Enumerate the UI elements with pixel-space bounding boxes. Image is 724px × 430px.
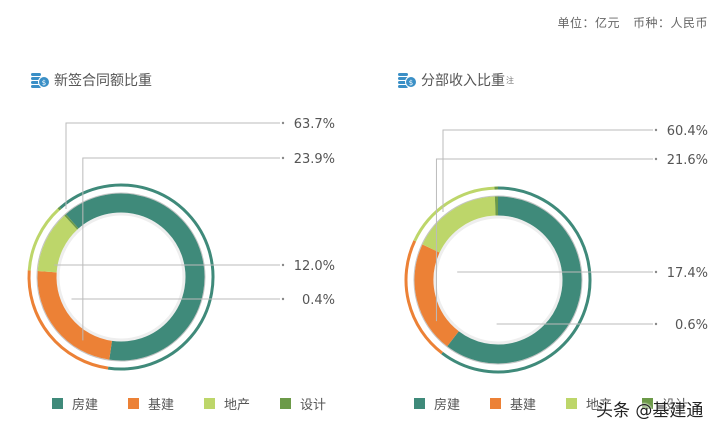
percent-label: 0.6% bbox=[675, 318, 708, 333]
percent-label: 17.4% bbox=[667, 266, 708, 281]
percent-label: 23.9% bbox=[294, 152, 335, 167]
legend-item-dichan: 地产 bbox=[204, 394, 250, 413]
watermark: 头条 @基建通 bbox=[596, 401, 704, 421]
percent-label: 0.4% bbox=[302, 293, 335, 308]
percent-label: 63.7% bbox=[294, 117, 335, 132]
chart-title-segment-revenue: $ 分部收入比重 注 bbox=[397, 70, 514, 90]
percent-label: 21.6% bbox=[667, 153, 708, 168]
percent-label: 12.0% bbox=[294, 259, 335, 274]
legend-item-sheji: 设计 bbox=[642, 394, 688, 413]
legend-right: 房建 基建 地产 设计 bbox=[414, 394, 718, 413]
legend-item-jijian: 基建 bbox=[128, 394, 174, 413]
svg-text:$: $ bbox=[42, 79, 46, 87]
chart-title-new-contracts: $ 新签合同额比重 bbox=[30, 70, 152, 90]
legend-left: 房建 基建 地产 设计 bbox=[52, 394, 356, 413]
svg-text:$: $ bbox=[409, 79, 413, 87]
chart-title-text: 分部收入比重 bbox=[421, 73, 505, 89]
legend-item-jijian: 基建 bbox=[490, 394, 536, 413]
legend-item-dichan: 地产 bbox=[566, 394, 612, 413]
percent-label: 60.4% bbox=[667, 124, 708, 139]
chart-title-text: 新签合同额比重 bbox=[54, 73, 152, 89]
coins-icon: $ bbox=[398, 73, 417, 88]
legend-item-fangjian: 房建 bbox=[52, 394, 98, 413]
legend-item-fangjian: 房建 bbox=[414, 394, 460, 413]
footnote-marker: 注 bbox=[506, 75, 514, 85]
unit-currency-note: 单位：亿元 币种：人民币 bbox=[557, 16, 708, 30]
coins-icon: $ bbox=[31, 73, 50, 88]
legend-item-sheji: 设计 bbox=[280, 394, 326, 413]
